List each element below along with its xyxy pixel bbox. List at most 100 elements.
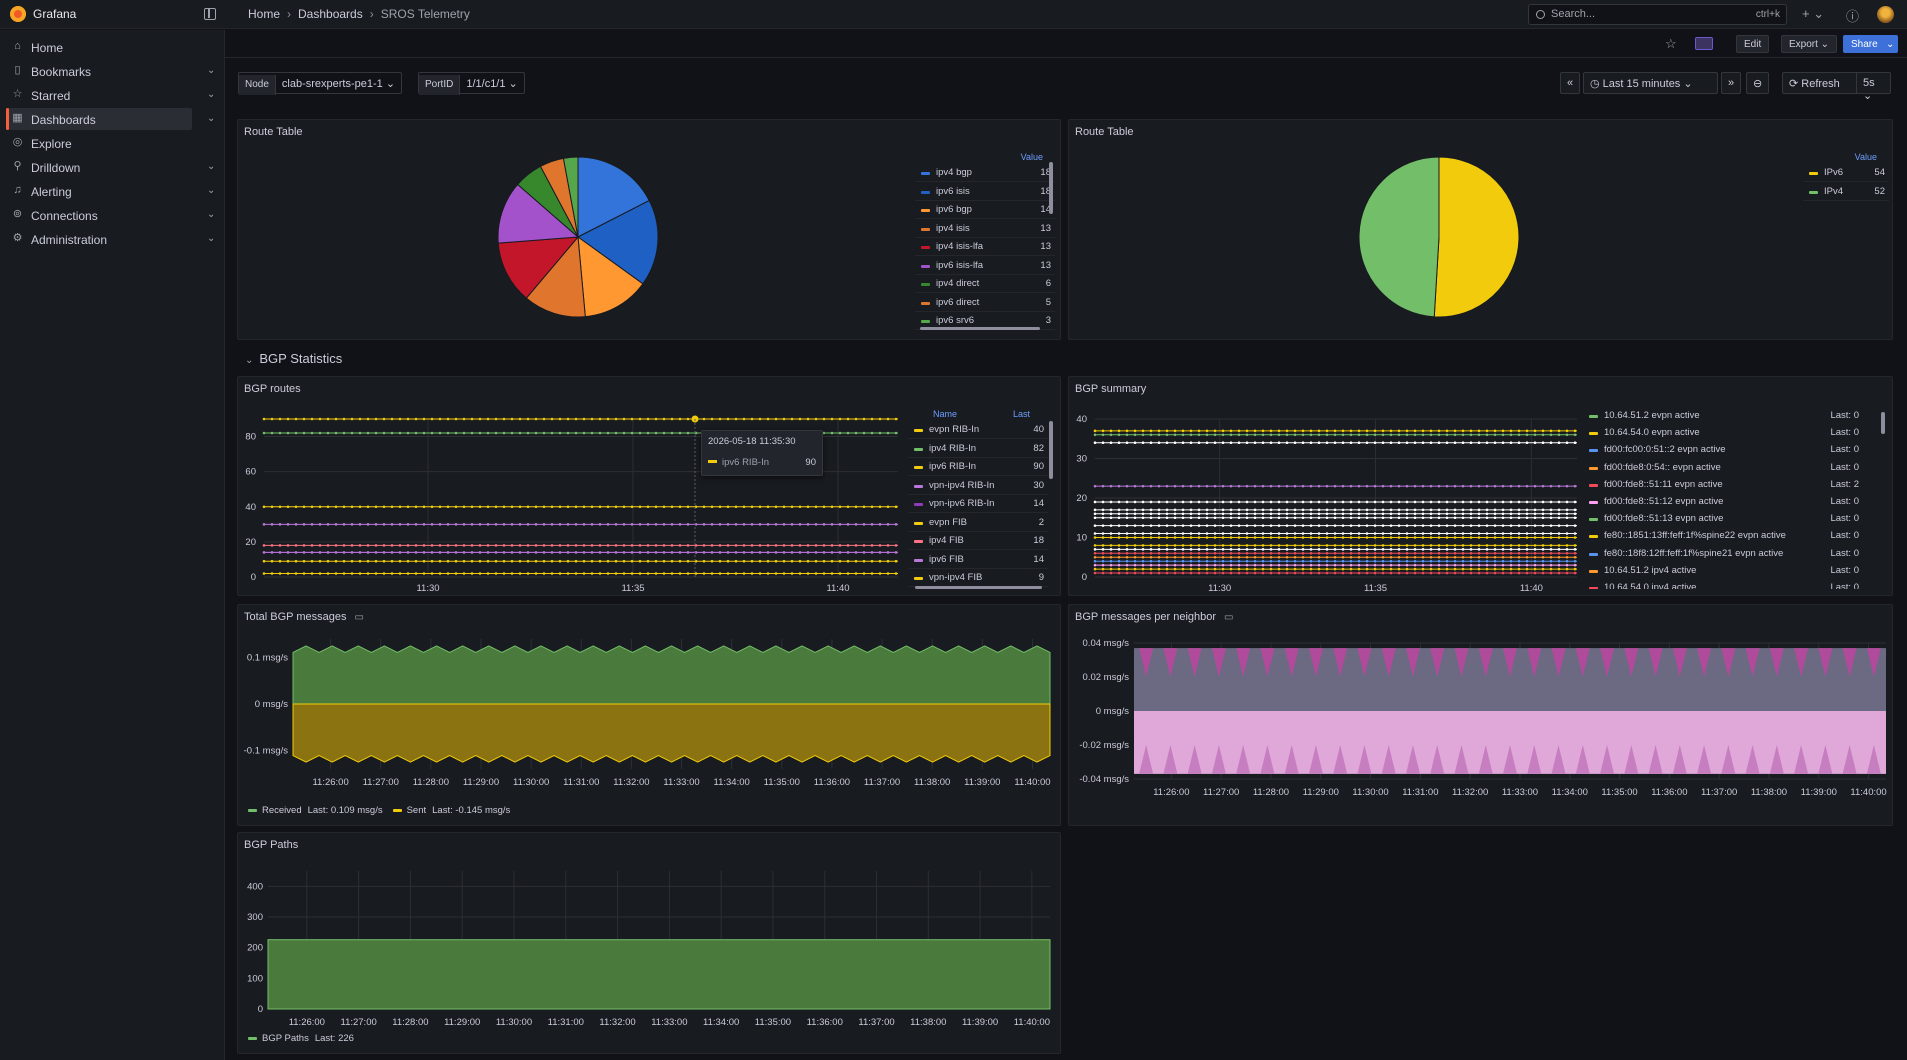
legend-row[interactable]: ipv4 bgp 18 <box>915 164 1055 182</box>
legend-row[interactable]: evpn FIB 2 <box>908 514 1048 532</box>
avatar[interactable] <box>1877 6 1894 23</box>
legend-row[interactable]: fe80::18f8:12ff:feff:1f%spine21 evpn act… <box>1583 545 1879 563</box>
legend-value-header[interactable]: Value <box>1854 152 1877 162</box>
legend-row[interactable]: ipv6 bgp 14 <box>915 201 1055 219</box>
legend-row[interactable]: 10.64.51.2 evpn active Last: 0 <box>1583 407 1879 425</box>
legend-row[interactable]: 10.64.51.2 ipv4 active Last: 0 <box>1583 562 1879 580</box>
pie-slice[interactable] <box>525 235 586 318</box>
chevron-down-icon[interactable]: ⌄ <box>207 65 216 76</box>
insights-icon[interactable] <box>1695 37 1713 50</box>
sidebar-item-administration[interactable]: ⚙ Administration ⌄ <box>6 228 216 250</box>
panel-link-icon[interactable]: ▭ <box>354 612 364 623</box>
share-button[interactable]: Share <box>1843 35 1886 53</box>
pie-slice[interactable] <box>577 199 659 285</box>
legend-row[interactable]: fe80::1851:13ff:feff:1f%spine22 evpn act… <box>1583 527 1879 545</box>
legend-row[interactable]: evpn RIB-In 40 <box>908 421 1048 439</box>
zoom-out-icon[interactable]: ⊖ <box>1746 72 1770 94</box>
legend-row[interactable]: vpn-ipv6 RIB-In 14 <box>908 495 1048 513</box>
grafana-logo-icon[interactable] <box>10 6 26 22</box>
sidebar-item-bookmarks[interactable]: ▯ Bookmarks ⌄ <box>6 60 215 82</box>
dock-menu-icon[interactable] <box>204 8 216 20</box>
sidebar-item-home[interactable]: ⌂ Home <box>6 36 192 58</box>
legend-row[interactable]: fd00:fc00:0:51::2 evpn active Last: 0 <box>1583 441 1879 459</box>
legend-row[interactable]: vpn-ipv4 RIB-In 30 <box>908 477 1048 495</box>
pie-slice[interactable] <box>1433 156 1520 318</box>
legend-row[interactable]: ipv6 FIB 14 <box>908 551 1048 569</box>
legend-row[interactable]: fd00:fde8::51:12 evpn active Last: 0 <box>1583 493 1879 511</box>
portid-variable[interactable]: PortID 1/1/c1/1 ⌄ <box>418 72 525 95</box>
panel-link-icon[interactable]: ▭ <box>1224 612 1234 623</box>
legend-scrollbar[interactable] <box>1049 162 1053 214</box>
portid-variable-value[interactable]: 1/1/c1/1 ⌄ <box>466 78 518 90</box>
pie-slice[interactable] <box>1359 156 1440 318</box>
data-point <box>1101 555 1105 559</box>
help-icon[interactable]: ⓘ <box>1846 9 1860 24</box>
legend-row[interactable]: ipv4 isis 13 <box>915 220 1055 238</box>
bgp-statistics-row[interactable]: ⌄ BGP Statistics <box>245 351 342 366</box>
add-icon[interactable]: + ⌄ <box>1802 6 1825 21</box>
breadcrumb-dashboards[interactable]: Dashboards <box>298 7 363 21</box>
sidebar-item-alerting[interactable]: ♫ Alerting ⌄ <box>6 180 215 202</box>
legend-item[interactable]: BGP Paths Last: 226 <box>248 1033 354 1044</box>
time-shift-forward-button[interactable]: » <box>1721 72 1742 94</box>
search-input[interactable]: Search... ctrl+k <box>1528 4 1787 25</box>
legend-row[interactable]: 10.64.54.0 evpn active Last: 0 <box>1583 424 1879 442</box>
legend-row[interactable]: IPv6 54 <box>1803 164 1889 182</box>
y-tick-label: 0 <box>1082 572 1087 583</box>
legend-horizontal-scrollbar[interactable] <box>920 327 1040 330</box>
legend-row[interactable]: fd00:fde8::51:13 evpn active Last: 0 <box>1583 510 1879 528</box>
legend-row[interactable]: ipv6 direct 5 <box>915 294 1055 312</box>
time-shift-back-button[interactable]: « <box>1560 72 1581 94</box>
refresh-button[interactable]: ⟳ Refresh <box>1782 72 1860 94</box>
bgp-paths-area[interactable] <box>267 939 1051 1010</box>
legend-row[interactable]: ipv4 isis-lfa 13 <box>915 238 1055 256</box>
chevron-down-icon[interactable]: ⌄ <box>207 233 216 244</box>
export-button[interactable]: Export ⌄ <box>1781 35 1838 53</box>
legend-row[interactable]: 10.64.54.0 ipv4 active Last: 0 <box>1583 579 1879 589</box>
sidebar-item-connections[interactable]: ⊚ Connections ⌄ <box>6 204 216 226</box>
share-dropdown-chevron-icon[interactable]: ⌄ <box>1882 35 1899 53</box>
legend-name-header[interactable]: Name <box>933 409 958 419</box>
refresh-interval-select[interactable]: 5s ⌄ <box>1856 72 1891 102</box>
legend-row[interactable]: ipv6 RIB-In 90 <box>908 458 1048 476</box>
legend-row[interactable]: ipv4 direct 6 <box>915 275 1055 293</box>
pie-slice[interactable] <box>562 156 579 238</box>
legend-row[interactable]: vpn-ipv4 FIB 9 <box>908 569 1048 587</box>
legend-scrollbar[interactable] <box>1881 412 1885 434</box>
legend-row[interactable]: ipv4 FIB 18 <box>908 532 1048 550</box>
legend-row[interactable]: IPv4 52 <box>1803 183 1889 201</box>
legend-scrollbar[interactable] <box>1049 421 1053 479</box>
sidebar-item-starred[interactable]: ☆ Starred ⌄ <box>6 84 216 106</box>
star-icon[interactable]: ☆ <box>1665 36 1677 51</box>
chevron-down-icon[interactable]: ⌄ <box>207 89 216 100</box>
legend-item[interactable]: Sent Last: -0.145 msg/s <box>392 805 510 816</box>
pie-slice[interactable] <box>498 236 580 299</box>
sidebar-item-explore[interactable]: ◎ Explore <box>6 132 192 154</box>
chevron-down-icon[interactable]: ⌄ <box>207 185 216 196</box>
chevron-down-icon[interactable]: ⌄ <box>207 113 216 124</box>
legend-row[interactable]: ipv6 isis 18 <box>915 183 1055 201</box>
pie-slice[interactable] <box>498 183 580 244</box>
legend-row[interactable]: fd00:fde8::51:11 evpn active Last: 2 <box>1583 476 1879 494</box>
pie-slice[interactable] <box>577 156 650 238</box>
legend-item[interactable]: Received Last: 0.109 msg/s <box>248 805 383 816</box>
legend-row[interactable]: fd00:fde8:0:54:: evpn active Last: 0 <box>1583 459 1879 477</box>
chevron-down-icon[interactable]: ⌄ <box>207 161 216 172</box>
chevron-down-icon[interactable]: ⌄ <box>207 209 216 220</box>
edit-button[interactable]: Edit <box>1736 35 1770 53</box>
breadcrumb-current: SROS Telemetry <box>380 7 470 21</box>
legend-last-header[interactable]: Last <box>1012 409 1030 419</box>
legend-row[interactable]: ipv6 isis-lfa 13 <box>915 257 1055 275</box>
legend-value-header[interactable]: Value <box>1020 152 1043 162</box>
sidebar-item-dashboards[interactable]: ▦ Dashboards ⌄ <box>6 108 215 130</box>
legend-row[interactable]: ipv4 RIB-In 82 <box>908 440 1048 458</box>
legend-horizontal-scrollbar[interactable] <box>915 586 1042 589</box>
breadcrumb-home[interactable]: Home <box>248 7 281 21</box>
sent-area[interactable] <box>292 703 1051 763</box>
pie-slice[interactable] <box>577 235 644 318</box>
sidebar-item-drilldown[interactable]: ⚲ Drilldown ⌄ <box>6 156 215 178</box>
received-area[interactable] <box>292 645 1051 705</box>
time-range-picker[interactable]: ◷ Last 15 minutes ⌄ <box>1583 72 1718 94</box>
node-variable-value[interactable]: clab-srexperts-pe1-1 ⌄ <box>281 78 396 90</box>
node-variable[interactable]: Node clab-srexperts-pe1-1 ⌄ <box>238 72 403 95</box>
